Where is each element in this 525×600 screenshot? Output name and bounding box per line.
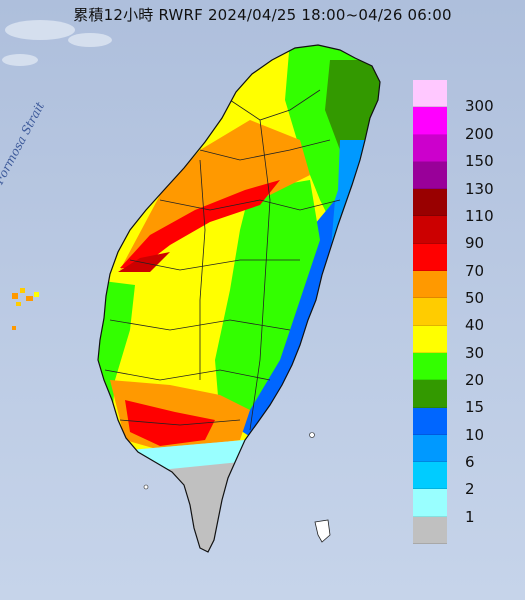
color-legend <box>413 80 447 545</box>
legend-swatch-2 <box>413 462 447 490</box>
legend-swatch-90 <box>413 216 447 244</box>
legend-label-90: 90 <box>465 234 485 252</box>
xiaoliuqiu-island <box>143 484 149 490</box>
rain-zone-70 <box>120 180 280 268</box>
legend-swatch-40 <box>413 298 447 326</box>
cloud-texture <box>2 20 112 66</box>
legend-label-20: 20 <box>465 371 485 389</box>
legend-label-15: 15 <box>465 398 485 416</box>
rain-zone-70-south <box>125 400 215 446</box>
legend-label-2: 2 <box>465 480 475 498</box>
penghu-rain-cells <box>12 288 39 330</box>
green-island <box>309 432 315 438</box>
legend-swatch-150 <box>413 134 447 162</box>
legend-swatch-300 <box>413 80 447 108</box>
legend-label-40: 40 <box>465 316 485 334</box>
legend-swatch-130 <box>413 161 447 190</box>
legend-label-200: 200 <box>465 125 494 143</box>
legend-swatch-70 <box>413 243 447 272</box>
rain-zone-20-central <box>215 180 320 420</box>
legend-label-30: 30 <box>465 344 485 362</box>
legend-swatch-0 <box>413 516 447 545</box>
rain-zone-1 <box>130 440 245 470</box>
map-title: 累積12小時 RWRF 2024/04/25 18:00~04/26 06:00 <box>73 6 452 24</box>
legend-label-150: 150 <box>465 152 494 170</box>
legend-label-10: 10 <box>465 426 485 444</box>
legend-swatch-20 <box>413 352 447 381</box>
legend-label-70: 70 <box>465 262 485 280</box>
legend-label-110: 110 <box>465 207 494 225</box>
legend-swatch-200 <box>413 107 447 135</box>
island-outline <box>97 44 381 553</box>
lanyu-island <box>314 519 331 543</box>
legend-label-50: 50 <box>465 289 485 307</box>
legend-swatch-30 <box>413 325 447 353</box>
legend-swatch-110 <box>413 189 447 217</box>
rain-zone-90 <box>118 252 170 272</box>
legend-swatch-6 <box>413 434 447 463</box>
legend-swatch-1 <box>413 489 447 517</box>
legend-swatch-10 <box>413 407 447 435</box>
legend-label-6: 6 <box>465 453 475 471</box>
legend-swatch-50 <box>413 271 447 299</box>
legend-label-300: 300 <box>465 97 494 115</box>
county-boundaries <box>104 89 341 431</box>
legend-label-1: 1 <box>465 508 475 526</box>
legend-swatch-15 <box>413 380 447 408</box>
legend-label-130: 130 <box>465 180 494 198</box>
